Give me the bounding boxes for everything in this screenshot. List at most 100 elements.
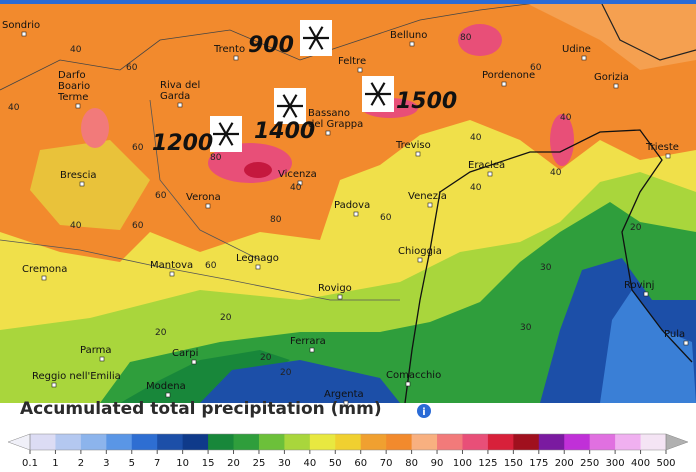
city-marker bbox=[643, 291, 649, 297]
colorbar-tick-label: 25 bbox=[253, 458, 266, 469]
colorbar-segment bbox=[589, 434, 616, 450]
city-marker bbox=[51, 382, 57, 388]
city-marker bbox=[169, 271, 175, 277]
colorbar-segment bbox=[157, 434, 184, 450]
city-label: Rovigo bbox=[318, 283, 352, 294]
contour-label: 40 bbox=[70, 45, 82, 55]
city-marker bbox=[409, 41, 415, 47]
contour-label: 60 bbox=[132, 143, 144, 153]
border bbox=[0, 0, 561, 91]
snow-icon-stroke bbox=[218, 122, 234, 146]
contour-label: 60 bbox=[155, 191, 167, 201]
colorbar-segment bbox=[411, 434, 438, 450]
colorbar-frame bbox=[29, 433, 667, 451]
contour-label: 40 bbox=[550, 168, 562, 178]
city-label: Bassano bbox=[308, 108, 350, 119]
city-marker bbox=[99, 356, 105, 362]
colorbar-segment bbox=[386, 434, 413, 450]
colorbar-tick-label: 3 bbox=[103, 458, 109, 469]
colorbar-segment bbox=[360, 434, 387, 450]
colorbar-tick-label: 1 bbox=[52, 458, 58, 469]
colorbar-tick-label: 5 bbox=[129, 458, 135, 469]
info-icon-text[interactable]: i bbox=[422, 407, 425, 418]
colorbar-segment bbox=[335, 434, 362, 450]
city-marker bbox=[75, 103, 81, 109]
precip-zone bbox=[208, 143, 292, 183]
contour-label: 20 bbox=[630, 223, 642, 233]
info-icon[interactable] bbox=[417, 404, 431, 418]
city-marker bbox=[683, 340, 689, 346]
colorbar-tick-label: 90 bbox=[431, 458, 444, 469]
colorbar-segment bbox=[30, 434, 56, 450]
colorbar-tick-label: 100 bbox=[453, 458, 472, 469]
contour-label: 40 bbox=[470, 183, 482, 193]
colorbar-tick-label: 70 bbox=[380, 458, 393, 469]
colorbar: 0.1 1 2 3 5 7 10 15 20 25 30 40 50 60 70 80 90 100 125 150 1… bbox=[7, 433, 689, 469]
city-label: Rovinj bbox=[624, 280, 654, 291]
colorbar-segment bbox=[437, 434, 463, 450]
city-label: Pula bbox=[664, 329, 685, 340]
colorbar-segment bbox=[564, 434, 591, 450]
city-label: Chioggia bbox=[398, 246, 442, 257]
city-marker bbox=[165, 392, 171, 398]
city-label: Legnago bbox=[236, 253, 279, 264]
precip-zone bbox=[200, 360, 400, 403]
city-label: Terme bbox=[57, 92, 88, 103]
colorbar-tick-label: 10 bbox=[176, 458, 189, 469]
city-label: Comacchio bbox=[386, 370, 441, 381]
precip-zone bbox=[458, 24, 502, 56]
city-label: Trento bbox=[213, 44, 245, 55]
colorbar-tick-label: 250 bbox=[580, 458, 599, 469]
colorbar-tick-label: 50 bbox=[329, 458, 342, 469]
city-label: Boario bbox=[58, 81, 90, 92]
colorbar-tick-label: 0.1 bbox=[22, 458, 38, 469]
snow-levels: 900 1400 1500 1200 bbox=[152, 20, 457, 156]
colorbar-tick-label: 80 bbox=[405, 458, 418, 469]
snow-icon-stroke bbox=[308, 26, 324, 50]
precip-zone bbox=[550, 114, 574, 166]
colorbar-tick-label: 7 bbox=[154, 458, 160, 469]
colorbar-tick-label: 125 bbox=[478, 458, 497, 469]
colorbar-tick-label: 30 bbox=[278, 458, 291, 469]
city-label: Garda bbox=[160, 91, 190, 102]
colorbar-tick-label: 175 bbox=[529, 458, 548, 469]
colorbar-segment bbox=[284, 434, 311, 450]
city-marker bbox=[233, 55, 239, 61]
contour-label: 20 bbox=[220, 313, 232, 323]
contour-label: 20 bbox=[155, 328, 167, 338]
city-marker bbox=[487, 171, 493, 177]
legend-title: Accumulated total precipitation (mm) bbox=[20, 399, 382, 419]
snow-level-label: 1200 bbox=[152, 131, 213, 156]
coastline bbox=[404, 129, 693, 403]
colorbar-segment bbox=[208, 434, 235, 450]
border bbox=[599, 0, 696, 61]
contour-label: 80 bbox=[270, 215, 282, 225]
colorbar-tick-label: 500 bbox=[656, 458, 675, 469]
city-label: Modena bbox=[146, 381, 186, 392]
city-label: Riva del bbox=[160, 80, 200, 91]
city-label: Reggio nell'Emilia bbox=[32, 371, 121, 382]
colorbar-segment bbox=[55, 434, 82, 450]
contour-label: 60 bbox=[530, 63, 542, 73]
colorbar-tick-label: 20 bbox=[227, 458, 240, 469]
colorbar-end bbox=[665, 433, 689, 451]
contour-label: 60 bbox=[380, 213, 392, 223]
snow-level-label: 900 bbox=[248, 33, 294, 58]
city-label: Vicenza bbox=[278, 169, 317, 180]
contour-label: 40 bbox=[560, 113, 572, 123]
colorbar-segment bbox=[106, 434, 133, 450]
city-label: Sondrio bbox=[2, 20, 40, 31]
city-marker bbox=[501, 81, 507, 87]
precip-zone bbox=[120, 350, 290, 403]
snow-icon-stroke bbox=[370, 82, 386, 106]
map bbox=[0, 0, 696, 403]
city-marker bbox=[309, 347, 315, 353]
city-label: Udine bbox=[562, 44, 591, 55]
city-label: Carpi bbox=[172, 348, 198, 359]
colorbar-segment bbox=[233, 434, 260, 450]
city-label: Brescia bbox=[60, 170, 97, 181]
contour-label: 40 bbox=[70, 221, 82, 231]
city-marker bbox=[79, 181, 85, 187]
contour-label: 60 bbox=[205, 261, 217, 271]
